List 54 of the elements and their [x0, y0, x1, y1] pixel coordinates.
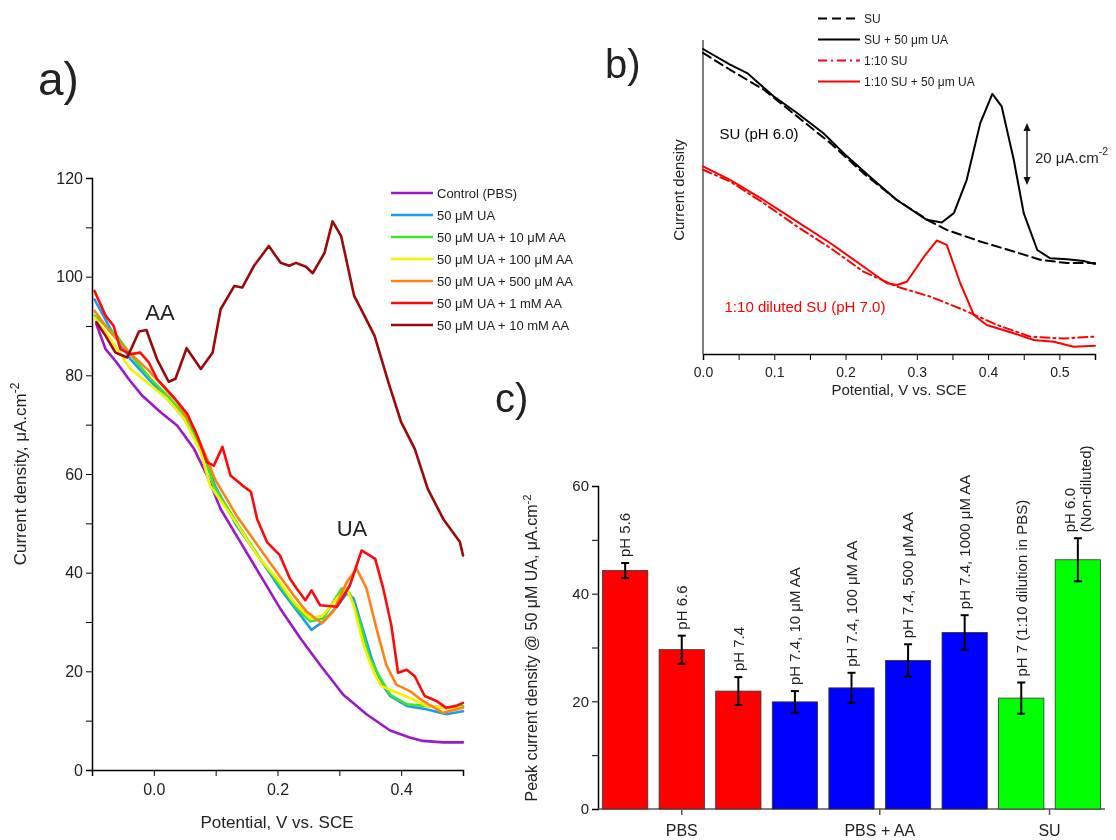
- legend-label: 50 μM UA + 1 mM AA: [437, 295, 563, 311]
- x-tick-label: 0.2: [836, 364, 856, 380]
- legend-label: Control (PBS): [437, 185, 518, 201]
- x-tick-label: pH 7.4, 100 μM AA: [842, 540, 860, 667]
- x-tick-label: pH 5.6: [616, 512, 634, 557]
- legend-label: 50 μM UA + 10 mM AA: [437, 317, 570, 333]
- x-axis-title: Potential, V vs. SCE: [200, 813, 354, 832]
- x-tick-label: pH 7 (1:10 dilution in PBS): [1012, 499, 1030, 677]
- y-tick-label: 120: [56, 169, 84, 187]
- x-tick-label: pH 6.0 (Non-diluted): [1060, 445, 1095, 533]
- text: PBS + AA: [844, 822, 916, 839]
- y-tick-label: 0: [580, 800, 589, 818]
- legend-label: 1:10 SU + 50 μm UA: [864, 74, 975, 89]
- y-axis-title: Current density: [670, 138, 687, 241]
- y-tick-label: 80: [65, 366, 84, 384]
- x-tick-label: 0.1: [765, 364, 785, 380]
- annotation: UA: [336, 515, 368, 541]
- x-tick-label: 0.4: [390, 781, 413, 798]
- y-tick-label: 20: [65, 662, 84, 680]
- y-tick-label: 40: [65, 564, 84, 582]
- y-tick-label: 100: [56, 268, 84, 286]
- legend-label: 50 μM UA + 100 μM AA: [437, 251, 574, 267]
- x-axis-title: Potential, V vs. SCE: [831, 381, 967, 398]
- x-tick-label: 0.5: [1050, 364, 1070, 380]
- annotation: AA: [145, 299, 175, 325]
- y-tick-label: 60: [572, 477, 589, 495]
- y-tick-label: 20: [572, 692, 589, 710]
- x-tick-label: pH 6.6: [673, 585, 690, 630]
- x-tick-label: pH 7.4, 10 μM AA: [786, 567, 804, 686]
- legend-label: SU: [864, 11, 881, 26]
- y-tick-label: 40: [572, 584, 589, 602]
- x-tick-label: 0.2: [266, 781, 290, 798]
- chart-title: a): [38, 53, 79, 105]
- chart-title: b): [605, 42, 641, 86]
- annotation: 20 μA.cm$^{-2}$: [1035, 145, 1109, 166]
- x-tick-label: 0.4: [978, 364, 999, 380]
- x-tick-label: pH 7.4: [729, 626, 747, 672]
- text: SU: [1038, 822, 1061, 839]
- x-tick-label: 0.0: [693, 364, 714, 380]
- annotation: SU (pH 6.0): [719, 124, 799, 142]
- legend-label: 50 μM UA + 500 μM AA: [437, 273, 574, 289]
- legend-label: 1:10 SU: [864, 53, 908, 68]
- x-tick-label: pH 7.4, 500 μM AA: [899, 512, 917, 639]
- text: PBS: [665, 822, 698, 839]
- legend-label: 50 μM UA: [437, 207, 496, 223]
- y-tick-label: 60: [65, 465, 84, 483]
- y-tick-label: 0: [74, 761, 84, 779]
- chart-title: c): [495, 376, 529, 420]
- x-tick-label: 0.3: [907, 364, 928, 380]
- legend-label: SU + 50 μm UA: [864, 32, 948, 47]
- x-tick-label: 0.0: [143, 781, 166, 798]
- x-tick-label: pH 7.4, 1000 μM AA: [955, 474, 973, 610]
- legend-label: 50 μM UA + 10 μM AA: [437, 229, 567, 245]
- annotation: 1:10 diluted SU (pH 7.0): [724, 297, 886, 315]
